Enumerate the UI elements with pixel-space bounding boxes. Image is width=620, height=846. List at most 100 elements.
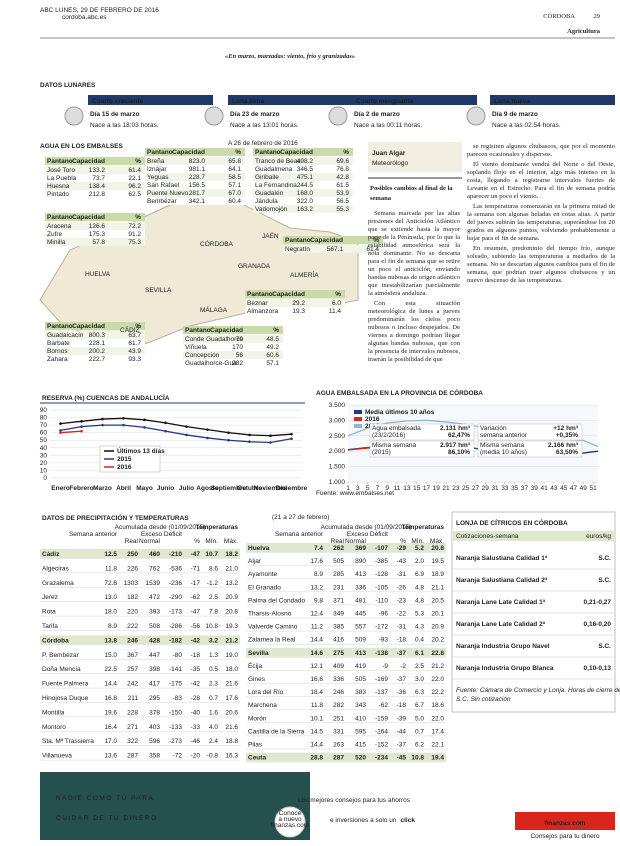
- x-tick-label: Noviembre: [254, 485, 288, 492]
- table-cell: 4.8: [415, 597, 424, 604]
- info-value: 2.917 hm³: [440, 442, 471, 449]
- y-tick-label: 1.500: [329, 464, 346, 471]
- paragraph: Semana marcada por las altas presiones d…: [368, 210, 460, 297]
- table-cell: 19.5: [431, 558, 444, 565]
- table-cell: -138: [375, 650, 388, 657]
- section-name: CÓRDOBA: [543, 12, 575, 20]
- table-cell: 22.2: [431, 689, 444, 696]
- table-head: Pantano: [285, 237, 311, 244]
- series-line: [60, 424, 292, 444]
- table-cell: 72.2: [128, 223, 141, 230]
- table-cell: 175.3: [89, 231, 106, 238]
- col-head: Real: [125, 538, 139, 545]
- table-cell: 19.4: [431, 755, 444, 762]
- table-row-bg: [45, 174, 145, 182]
- table-cell: 13.2: [225, 580, 238, 587]
- table-head: Pantano: [47, 323, 73, 330]
- table-cell: 220: [127, 609, 138, 616]
- table-cell: -17: [191, 580, 201, 587]
- table-cell: 595: [355, 728, 366, 735]
- table-row-bg: [253, 205, 353, 213]
- table-cell: 242: [127, 681, 138, 688]
- table-cell: Beznar: [247, 300, 268, 307]
- table-cell: 18.0: [225, 666, 238, 673]
- table-cell: 138.4: [89, 183, 106, 190]
- table-head-bg: [45, 157, 145, 165]
- table-cell: 282: [333, 702, 344, 709]
- table-cell: 349: [333, 611, 344, 618]
- table-cell: 367: [127, 652, 138, 659]
- moon-icon: [64, 106, 84, 126]
- paragraph: Las temperaturas comenzarán en la primer…: [467, 203, 615, 242]
- table-cell: Guadalén: [255, 190, 284, 197]
- table-cell: 60.6: [266, 352, 279, 359]
- section-date: (21 a 27 de febrero): [272, 514, 329, 521]
- table-cell: 75.3: [128, 239, 141, 246]
- info-box: [477, 440, 583, 458]
- phase-time: Nace a las 18:03 horas.: [90, 122, 159, 129]
- table-cell: -385: [375, 558, 388, 565]
- x-tick-label: 7: [376, 485, 380, 492]
- table-head-bg: [45, 213, 145, 221]
- author-role: Meteorólogo: [372, 160, 409, 167]
- table-cell: -37: [397, 650, 407, 657]
- table-cell: 93.3: [128, 356, 141, 363]
- x-tick-label: 51: [589, 485, 597, 492]
- table-head-bg: [245, 290, 345, 298]
- table-cell: 17.6: [225, 695, 238, 702]
- table-cell: Barbate: [47, 340, 70, 347]
- table-cell: 762: [149, 565, 160, 572]
- table-cell: -290: [169, 594, 182, 601]
- table-cell: Ceuta: [248, 755, 266, 762]
- point: [59, 422, 62, 425]
- table-cell: 14.5: [310, 728, 323, 735]
- point: [59, 431, 62, 434]
- badge-text: finanzas.com: [271, 822, 309, 829]
- table-cell: -22: [397, 611, 407, 618]
- table-head: Pantano: [47, 214, 73, 221]
- table-cell: 11.2: [311, 624, 324, 631]
- table-cell: 17.0: [104, 738, 117, 745]
- table-cell: -47: [191, 609, 201, 616]
- province-row-bg: [40, 635, 240, 645]
- badge-text: Conoce: [279, 810, 302, 817]
- y-tick-label: 2.000: [329, 448, 346, 455]
- table-row-bg: [145, 189, 245, 197]
- citrus-head-bg: [452, 531, 615, 541]
- table-cell: 60.4: [228, 198, 241, 205]
- table-cell: 2.4: [209, 738, 218, 745]
- x-tick-label: Enero: [51, 485, 69, 492]
- phase-name: Cuarto menguante: [356, 98, 414, 105]
- table-cell: Jerez: [42, 594, 58, 601]
- table-cell: Córdoba: [42, 637, 69, 644]
- table-cell: Vadomojón: [255, 206, 288, 213]
- col-head: %: [194, 538, 200, 545]
- table-cell: 7.8: [209, 609, 218, 616]
- table-cell: -273: [169, 738, 182, 745]
- table-cell: 346.5: [297, 166, 314, 173]
- section-title: DATOS DE PRECIPITACIÓN Y TEMPERATURAS: [42, 513, 189, 522]
- citrus-price: S.C.: [598, 577, 611, 584]
- table-cell: -83: [173, 695, 183, 702]
- table-head-bg: [45, 322, 145, 330]
- table-cell: -173: [169, 609, 182, 616]
- map-label: MÁLAGA: [200, 305, 228, 314]
- table-cell: 11.8: [311, 702, 324, 709]
- table-cell: 18.8: [225, 738, 238, 745]
- table-row-bg: [145, 165, 245, 173]
- table-cell: 823.0: [189, 158, 206, 165]
- table-cell: 0.4: [415, 637, 424, 644]
- headline: Posibles cambios al final de la semana: [370, 185, 453, 202]
- table-cell: 73.7: [92, 175, 105, 182]
- table-cell: 342.1: [189, 198, 206, 205]
- x-tick-label: 43: [550, 485, 558, 492]
- table-cell: 96.2: [128, 183, 141, 190]
- table-head: Capacidad: [72, 323, 105, 330]
- table-cell: 246: [333, 689, 344, 696]
- y-tick-label: 60: [40, 430, 48, 437]
- table-cell: 22.1: [128, 175, 141, 182]
- table-cell: Puente Nuevo: [147, 190, 189, 197]
- legend-swatch: [354, 417, 362, 421]
- table-cell: Zahara: [47, 356, 68, 363]
- table-cell: 20.2: [431, 637, 444, 644]
